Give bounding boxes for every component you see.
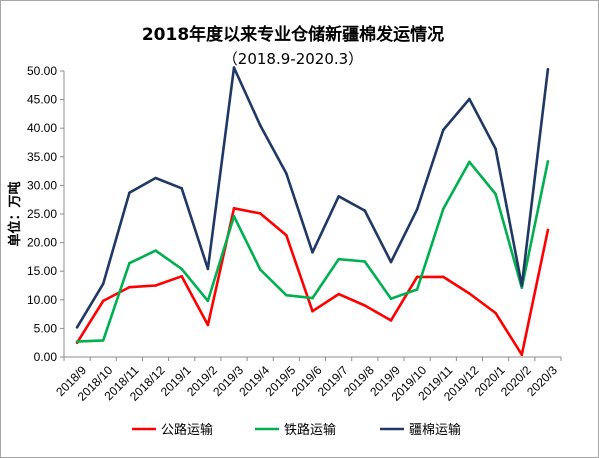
series-1-point xyxy=(337,257,341,261)
series-2-point xyxy=(232,66,236,69)
series-2-point xyxy=(75,326,79,329)
series-1-point xyxy=(520,286,524,290)
series-0-point xyxy=(415,275,419,279)
series-0-point xyxy=(363,304,367,307)
series-0-point xyxy=(128,285,131,289)
series-1-point xyxy=(389,297,393,301)
series-1-point xyxy=(128,261,131,265)
y-axis-label: 单位：万吨 xyxy=(7,181,23,246)
series-1-point xyxy=(154,249,157,252)
legend-label-1: 铁路运输 xyxy=(284,422,336,438)
legend-label-2: 疆棉运输 xyxy=(409,422,461,438)
series-2-point xyxy=(128,191,131,195)
series-1-point xyxy=(494,192,497,196)
series-line-2 xyxy=(75,66,550,329)
x-tick-label: 2020/3 xyxy=(524,363,560,399)
y-tick-label: 35.00 xyxy=(27,150,57,164)
series-1-point xyxy=(180,267,183,271)
legend: 公路运输 铁路运输 疆棉运输 xyxy=(132,422,461,438)
series-2-point xyxy=(258,124,262,127)
series-1-point xyxy=(546,160,550,163)
chart-title: 2018年度以来专业仓储新疆棉发运情况 xyxy=(142,24,444,45)
y-tick-label: 5.00 xyxy=(34,321,58,335)
series-2-point xyxy=(363,209,367,212)
series-1-point xyxy=(363,260,367,263)
series-2-point xyxy=(442,128,445,132)
series-0-point xyxy=(101,299,105,303)
series-0-point xyxy=(206,323,210,327)
y-tick-label: 20.00 xyxy=(27,236,57,250)
series-1-point xyxy=(232,215,236,218)
chart-subtitle: （2018.9-2020.3） xyxy=(223,50,363,68)
series-2-point xyxy=(206,267,210,271)
series-1-point xyxy=(442,207,445,211)
series-1-point xyxy=(468,160,471,164)
series-0-point xyxy=(546,228,550,232)
y-tick-label: 30.00 xyxy=(27,178,57,192)
series-1-point xyxy=(206,299,210,303)
series-2-point xyxy=(101,282,105,286)
y-tick-label: 25.00 xyxy=(27,207,57,221)
series-2-point xyxy=(154,176,157,180)
legend-label-0: 公路运输 xyxy=(161,422,213,438)
y-tick-label: 45.00 xyxy=(27,93,57,107)
x-axis-ticks: 2018/92018/102018/112018/122019/12019/22… xyxy=(53,357,562,404)
series-1-point xyxy=(311,296,314,300)
series-2-point xyxy=(337,195,341,198)
series-0-point xyxy=(520,353,524,357)
series-2-point xyxy=(180,187,183,190)
series-0-point xyxy=(337,292,341,296)
series-0-point xyxy=(180,275,183,278)
y-tick-label: 10.00 xyxy=(27,293,57,307)
series-2-point xyxy=(285,172,288,175)
series-2-point xyxy=(415,208,419,211)
series-0-point xyxy=(311,309,314,313)
series-0-point xyxy=(442,275,445,279)
series-2-point xyxy=(494,147,497,151)
series-1-point xyxy=(75,340,79,343)
series-0-point xyxy=(154,284,157,287)
series-layer xyxy=(75,66,550,357)
series-1-point xyxy=(101,339,105,342)
y-tick-label: 40.00 xyxy=(27,121,57,135)
y-axis-ticks: 0.00 5.00 10.00 15.00 20.00 25.00 30.00 35.00 40… xyxy=(27,64,64,364)
series-1-point xyxy=(415,288,419,291)
series-0-point xyxy=(468,292,471,295)
series-0-point xyxy=(232,207,236,210)
series-0-point xyxy=(494,311,497,315)
y-tick-label: 50.00 xyxy=(27,64,57,78)
y-tick-label: 15.00 xyxy=(27,264,57,278)
series-0-point xyxy=(258,212,262,215)
series-1-point xyxy=(258,268,262,271)
axes xyxy=(63,71,561,358)
series-0-point xyxy=(285,233,288,237)
series-1-point xyxy=(285,293,288,297)
series-2-point xyxy=(520,284,524,287)
series-2-point xyxy=(546,68,550,71)
series-0-point xyxy=(389,319,393,322)
y-tick-label: 0.00 xyxy=(34,350,58,364)
series-2-point xyxy=(389,260,393,264)
series-2-point xyxy=(468,97,471,101)
series-2-point xyxy=(311,251,314,254)
series-line-0 xyxy=(75,207,550,357)
